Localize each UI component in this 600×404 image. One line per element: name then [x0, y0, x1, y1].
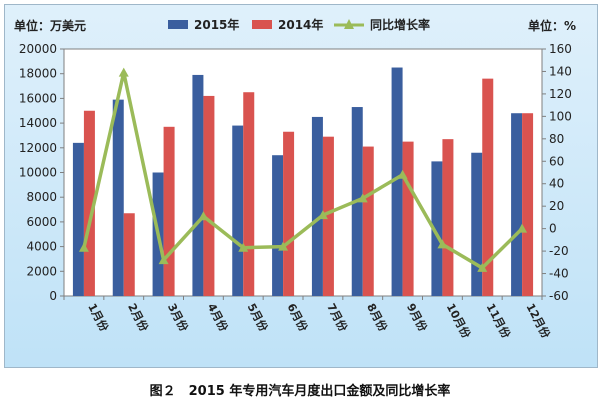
right-tick-label: 60 — [549, 154, 564, 168]
growth-rate-point — [158, 255, 169, 265]
left-tick-label: 6000 — [26, 215, 57, 229]
growth-rate-point — [278, 241, 289, 251]
left-tick-label: 4000 — [26, 240, 57, 254]
legend-swatch — [252, 20, 272, 29]
right-tick-label: -60 — [549, 289, 569, 303]
category-label: 12月份 — [523, 301, 553, 341]
growth-rate-point — [477, 262, 488, 272]
bar-2014 — [243, 92, 255, 296]
bar-2014 — [83, 110, 95, 296]
growth-rate-point — [397, 169, 408, 179]
right-tick-label: 120 — [549, 87, 572, 101]
bar-2015 — [232, 125, 244, 296]
left-tick-label: 18000 — [19, 67, 57, 81]
plot-area: 0 2000 4000 6000 8000 10000 12000 14000 16000 180… — [19, 42, 572, 341]
left-tick-label: 0 — [49, 289, 57, 303]
bar-2015 — [72, 142, 84, 296]
bar-2015 — [511, 113, 523, 296]
left-tick-label: 10000 — [19, 166, 57, 180]
bar-2015 — [112, 99, 124, 296]
bar-2014 — [482, 78, 494, 296]
bar-2014 — [123, 213, 135, 296]
category-label: 2月份 — [125, 301, 152, 335]
right-tick-label: 140 — [549, 64, 572, 78]
right-tick-label: -40 — [549, 267, 569, 281]
growth-rate-point — [317, 210, 328, 220]
bar-2015 — [431, 161, 443, 296]
bar-2014 — [402, 141, 414, 296]
category-label: 5月份 — [245, 301, 272, 335]
left-tick-label: 8000 — [26, 190, 57, 204]
legend-swatch — [168, 20, 188, 29]
growth-rate-line — [82, 70, 524, 270]
right-tick-label: -20 — [549, 244, 569, 258]
growth-rate-point — [357, 193, 368, 203]
growth-rate-point — [517, 223, 528, 233]
bar-2015 — [192, 74, 204, 296]
right-tick-label: 20 — [549, 199, 564, 213]
right-tick-label: 80 — [549, 132, 564, 146]
category-label: 4月份 — [205, 301, 232, 335]
category-label: 3月份 — [165, 301, 192, 335]
left-tick-label: 12000 — [19, 141, 57, 155]
category-label: 1月份 — [85, 301, 112, 335]
growth-rate-point — [238, 242, 249, 252]
category-label: 11月份 — [484, 301, 514, 341]
bar-2015 — [391, 67, 403, 297]
left-unit-label: 单位：万美元 — [14, 18, 86, 33]
left-tick-label: 14000 — [19, 116, 57, 130]
legend-label: 2015年 — [194, 17, 239, 32]
legend: 2015年 2014年 同比增长率 — [168, 17, 430, 32]
right-tick-label: 160 — [549, 42, 572, 56]
legend-marker — [344, 19, 354, 29]
bar-2014 — [283, 131, 295, 296]
bar-2014 — [322, 136, 334, 296]
category-label: 9月份 — [404, 301, 431, 335]
figure-caption: 图２ 2015 年专用汽车月度出口金额及同比增长率 — [149, 384, 451, 399]
legend-label: 同比增长率 — [370, 17, 430, 32]
left-tick-label: 20000 — [19, 42, 57, 56]
category-label: 10月份 — [444, 301, 474, 341]
bar-2014 — [362, 146, 374, 296]
legend-label: 2014年 — [278, 17, 323, 32]
right-tick-label: 40 — [549, 177, 564, 191]
category-label: 7月份 — [324, 301, 351, 335]
growth-rate-point — [78, 242, 89, 252]
bar-2015 — [471, 152, 483, 296]
growth-rate-point — [437, 239, 448, 249]
bar-2014 — [163, 126, 175, 297]
right-tick-label: 0 — [549, 222, 557, 236]
growth-rate-point — [198, 211, 209, 221]
right-tick-label: 100 — [549, 109, 572, 123]
chart: 单位：万美元 单位：% 2015年 2014年 同比增长率 020004000600… — [14, 17, 576, 341]
left-tick-label: 2000 — [26, 264, 57, 278]
category-label: 6月份 — [284, 301, 311, 335]
bar-2015 — [311, 116, 323, 296]
bar-2015 — [272, 155, 284, 296]
category-label: 8月份 — [364, 301, 391, 335]
right-unit-label: 单位：% — [528, 18, 576, 33]
bar-2014 — [522, 113, 534, 296]
bar-2014 — [442, 139, 454, 296]
growth-rate-point — [118, 67, 129, 77]
left-tick-label: 16000 — [19, 91, 57, 105]
bar-2014 — [203, 95, 215, 297]
